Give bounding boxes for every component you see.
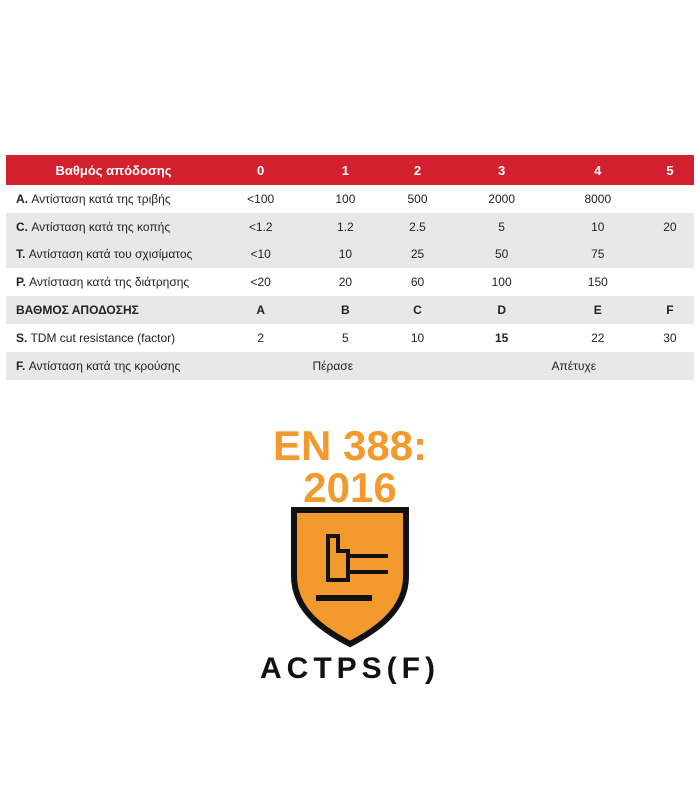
cell: <1.2	[212, 212, 310, 241]
cell: 5	[453, 212, 550, 241]
table-row: ΒΑΘΜΟΣ ΑΠΟΔΟΣΗΣ A B C D E F	[6, 296, 694, 324]
table-row: F. Αντίσταση κατά της κρούσης Πέρασε Απέτυ…	[6, 351, 694, 380]
row-label: A. Αντίσταση κατά της τριβής	[16, 191, 171, 206]
row-label: T. Αντίσταση κατά του σχισίματος	[6, 240, 212, 269]
cell: 20	[645, 212, 694, 241]
header-cell: 3	[453, 155, 550, 185]
cell: 22	[591, 330, 605, 345]
row-label: C. Αντίσταση κατά της κοπής	[6, 212, 212, 241]
table-row: S. TDM cut resistance (factor) 2 5 10 15 22 30	[6, 324, 694, 352]
performance-marks: ACTPS(F)	[260, 652, 440, 685]
cell: C	[381, 296, 454, 324]
header-cell: 2	[381, 155, 454, 185]
cell: 50	[453, 240, 550, 269]
cell: 5	[342, 330, 349, 345]
cell	[645, 240, 694, 269]
table-row: P. Αντίσταση κατά της διάτρησης <20 20 60 10…	[6, 268, 694, 296]
impact-fail: Απέτυχε	[453, 351, 694, 380]
row-label: ΒΑΘΜΟΣ ΑΠΟΔΟΣΗΣ	[6, 296, 212, 324]
cell: 100	[335, 191, 356, 206]
header-cell: 1	[309, 155, 382, 185]
cell: 2	[257, 330, 264, 345]
table-row: A. Αντίσταση κατά της τριβής <100 100 500 20…	[6, 185, 694, 213]
cell: 30	[663, 330, 677, 345]
cell	[646, 185, 694, 213]
row-label: S. TDM cut resistance (factor)	[16, 330, 176, 345]
cell: <10	[212, 240, 310, 269]
table-header: Βαθμός απόδοσης 0 1 2 3 4 5	[6, 155, 694, 185]
cell: 2.5	[381, 212, 454, 241]
cell: 60	[410, 275, 425, 290]
cell	[646, 268, 694, 296]
en388-logo-title: EN 388: 2016	[0, 425, 700, 509]
cell: E	[549, 296, 646, 324]
cell: 10	[549, 212, 646, 241]
cell: <20	[250, 275, 271, 290]
cell: B	[309, 296, 382, 324]
row-label: F. Αντίσταση κατά της κρούσης	[6, 351, 212, 380]
shield-impact-icon	[291, 507, 409, 648]
row-label: P. Αντίσταση κατά της διάτρησης	[16, 275, 190, 290]
table-row: C. Αντίσταση κατά της κοπής <1.2 1.2 2.5 5 10…	[6, 212, 694, 241]
header-cell: Βαθμός απόδοσης	[6, 155, 212, 185]
cell: A	[212, 296, 310, 324]
cell: 15	[494, 330, 509, 345]
logo-line1: EN 388:	[272, 422, 428, 469]
header-cell: 4	[549, 155, 646, 185]
cell: 10	[410, 330, 425, 345]
cell: 10	[309, 240, 382, 269]
cell: 1.2	[309, 212, 382, 241]
cell: 8000	[584, 191, 612, 206]
header-cell: 0	[212, 155, 310, 185]
cell: 25	[381, 240, 454, 269]
impact-pass: Πέρασε	[212, 351, 454, 380]
cell: 500	[407, 191, 428, 206]
cell: 150	[587, 275, 608, 290]
cell: 100	[491, 275, 512, 290]
cell: <100	[247, 191, 275, 206]
cell: 2000	[488, 191, 515, 206]
header-cell: 5	[645, 155, 694, 185]
cell: 20	[338, 275, 353, 290]
cell: D	[453, 296, 550, 324]
performance-table: Βαθμός απόδοσης 0 1 2 3 4 5 A. Αντίσταση…	[6, 155, 694, 380]
logo-line2: 2016	[303, 464, 397, 511]
cell: F	[645, 296, 694, 324]
cell: 75	[549, 240, 646, 269]
table-row: T. Αντίσταση κατά του σχισίματος <10 10 25 5…	[6, 240, 694, 269]
